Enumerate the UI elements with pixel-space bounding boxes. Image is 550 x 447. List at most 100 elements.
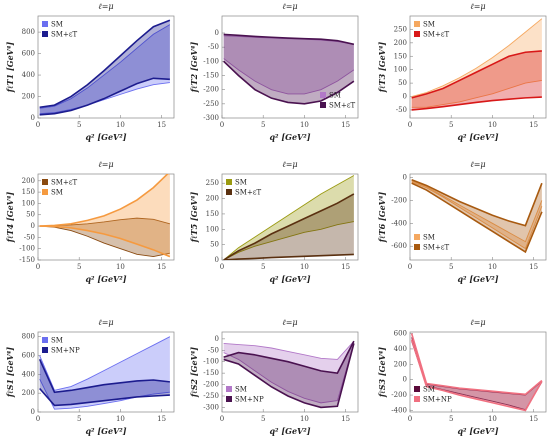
- band-fill: [39, 174, 170, 257]
- legend-label: SM+εT: [51, 31, 77, 39]
- band-edge: [39, 225, 171, 258]
- legend-label: SM+εT: [235, 189, 261, 197]
- y-tick-label: -100: [19, 245, 35, 253]
- y-axis-label: fℓT2 [GeV⁴]: [189, 42, 199, 94]
- chart-title: ℓ=μ: [282, 160, 297, 169]
- x-tick-label: 0: [220, 121, 224, 129]
- y-tick-label: 100: [22, 199, 35, 207]
- plot-frame: [409, 331, 547, 413]
- chart-title: ℓ=μ: [98, 160, 113, 169]
- legend-label: SM+εT: [423, 31, 449, 39]
- y-tick-label: 200: [22, 93, 35, 101]
- x-tick-label: 15: [157, 415, 166, 423]
- x-tick-label: 5: [449, 415, 453, 423]
- x-tick-label: 10: [116, 415, 125, 423]
- band-edge: [39, 174, 169, 227]
- x-tick-label: 15: [341, 121, 350, 129]
- band-edge: [223, 193, 355, 260]
- band-edge: [411, 180, 543, 243]
- legend-label: SM: [235, 179, 247, 187]
- band-fill: [223, 341, 354, 403]
- y-tick-label: 600: [394, 330, 407, 338]
- plot-area: [223, 175, 355, 260]
- x-axis-label: q² [GeV²]: [269, 132, 310, 142]
- legend-swatch: [42, 179, 48, 185]
- x-axis-label: q² [GeV²]: [457, 426, 498, 436]
- x-tick-label: 10: [300, 263, 309, 271]
- band-edge: [411, 50, 542, 99]
- plot-area: [411, 178, 543, 254]
- band-fill: [39, 24, 170, 114]
- band-edge: [39, 336, 171, 391]
- plot-area: [38, 336, 171, 410]
- y-tick-label: 0: [215, 256, 219, 264]
- y-tick-label: 150: [394, 52, 407, 60]
- y-tick-label: 100: [206, 225, 219, 233]
- band-edge: [39, 378, 170, 410]
- band-edge: [223, 58, 355, 95]
- x-tick-label: 5: [77, 121, 81, 129]
- x-axis-label: q² [GeV²]: [269, 426, 310, 436]
- band-edge: [410, 339, 543, 412]
- band-fill: [411, 18, 542, 108]
- band-edge: [39, 24, 171, 109]
- legend-swatch: [226, 179, 232, 185]
- legend-label: SM: [423, 21, 435, 29]
- y-tick-label: 250: [206, 179, 219, 187]
- band-edge: [223, 60, 355, 105]
- band-fill: [39, 359, 170, 406]
- chart-title: ℓ=μ: [282, 2, 297, 11]
- y-tick-label: -400: [391, 219, 407, 227]
- y-tick-label: -200: [391, 391, 407, 399]
- y-tick-label: -100: [203, 57, 219, 65]
- band-edge: [223, 343, 355, 404]
- x-tick-label: 15: [341, 263, 350, 271]
- legend-label: SM: [235, 386, 247, 394]
- x-tick-label: 5: [449, 121, 453, 129]
- legend-label: SM+NP: [235, 396, 264, 404]
- y-tick-label: -50: [208, 346, 219, 354]
- y-axis-label: fℓS3 [GeV⁴]: [377, 347, 387, 398]
- band-fill: [223, 193, 354, 260]
- legend-label: SM+εT: [423, 244, 449, 252]
- y-tick-label: 400: [22, 71, 35, 79]
- band-fill: [39, 20, 170, 115]
- x-axis-label: q² [GeV²]: [85, 274, 126, 284]
- legend-swatch: [414, 244, 420, 250]
- band-edge: [411, 178, 543, 227]
- y-tick-label: 800: [22, 333, 35, 341]
- x-tick-label: 0: [408, 121, 412, 129]
- y-axis-label: fℓT5 [GeV⁴]: [189, 192, 199, 244]
- y-axis-label: fℓS2 [GeV⁴]: [189, 347, 199, 398]
- x-tick-label: 15: [529, 263, 538, 271]
- y-tick-label: 50: [398, 79, 407, 87]
- x-axis-label: q² [GeV²]: [85, 132, 126, 142]
- band-edge: [39, 82, 170, 115]
- y-tick-label: 250: [394, 25, 407, 33]
- y-tick-label: -50: [396, 106, 407, 114]
- x-tick-label: 5: [261, 263, 265, 271]
- x-tick-label: 5: [77, 415, 81, 423]
- x-tick-label: 0: [36, 121, 40, 129]
- y-tick-label: 800: [22, 28, 35, 36]
- y-tick-label: -200: [203, 381, 219, 389]
- y-axis-label: fℓT3 [GeV⁴]: [377, 42, 387, 94]
- x-tick-label: 15: [341, 415, 350, 423]
- band-edge: [223, 175, 355, 260]
- y-tick-label: 0: [215, 29, 219, 37]
- y-tick-label: 200: [22, 389, 35, 397]
- y-tick-label: 100: [394, 66, 407, 74]
- legend-swatch: [320, 92, 326, 98]
- y-tick-label: -250: [203, 100, 219, 108]
- plot-area: [410, 333, 543, 412]
- legend-swatch: [414, 234, 420, 240]
- y-tick-label: -150: [203, 72, 219, 80]
- x-axis-label: q² [GeV²]: [269, 274, 310, 284]
- legend-label: SM+εT: [51, 179, 77, 187]
- band-fill: [223, 175, 354, 260]
- y-tick-label: -150: [19, 256, 35, 264]
- band-edge: [223, 221, 354, 260]
- legend-swatch: [414, 386, 420, 392]
- x-tick-label: 10: [300, 415, 309, 423]
- legend-label: SM: [423, 386, 435, 394]
